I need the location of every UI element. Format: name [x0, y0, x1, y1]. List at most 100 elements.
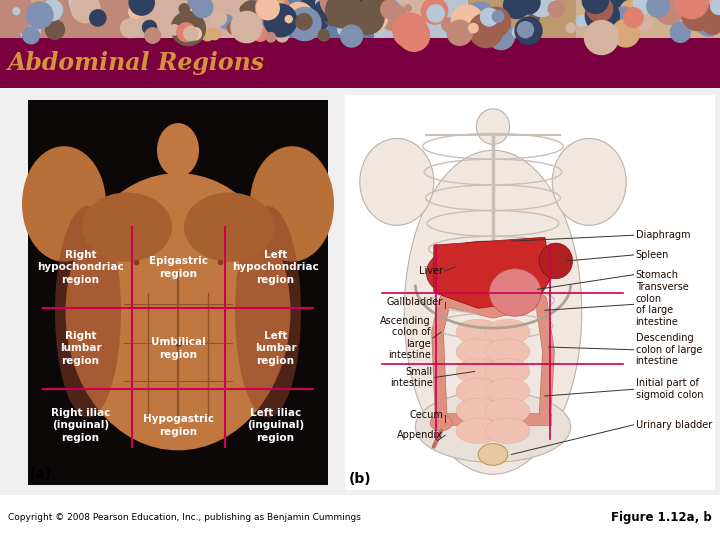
Circle shape: [338, 25, 348, 35]
Ellipse shape: [485, 339, 530, 364]
Circle shape: [240, 5, 249, 14]
Circle shape: [276, 30, 289, 42]
Circle shape: [516, 0, 540, 14]
Circle shape: [421, 0, 448, 24]
Ellipse shape: [485, 398, 530, 424]
Circle shape: [228, 22, 239, 34]
Circle shape: [316, 0, 346, 19]
Bar: [0, 495, 720, 540]
Text: Abdominal Regions: Abdominal Regions: [8, 51, 265, 75]
Ellipse shape: [157, 123, 199, 177]
Bar: [0, 38, 720, 88]
Circle shape: [616, 4, 634, 22]
Ellipse shape: [539, 243, 572, 279]
Circle shape: [314, 0, 336, 21]
Circle shape: [171, 11, 205, 46]
Ellipse shape: [552, 138, 626, 225]
Circle shape: [184, 0, 208, 22]
Text: Ascending
colon of
large
intestine: Ascending colon of large intestine: [380, 315, 431, 360]
Circle shape: [469, 14, 503, 48]
Circle shape: [143, 21, 156, 35]
Text: Left
hypochondriac
region: Left hypochondriac region: [232, 250, 319, 285]
Bar: [252, 0, 374, 38]
Text: Stomach: Stomach: [636, 269, 679, 280]
Ellipse shape: [360, 138, 433, 225]
Text: Gallbladder: Gallbladder: [387, 298, 443, 307]
Circle shape: [90, 10, 106, 26]
Ellipse shape: [404, 150, 582, 474]
Circle shape: [399, 0, 428, 21]
Ellipse shape: [66, 173, 290, 450]
Circle shape: [256, 0, 289, 25]
Circle shape: [323, 4, 344, 25]
Text: Descending
colon of large
intestine: Descending colon of large intestine: [636, 333, 702, 366]
Circle shape: [326, 0, 347, 18]
Circle shape: [636, 15, 652, 31]
Circle shape: [347, 8, 367, 28]
Circle shape: [405, 5, 411, 11]
Circle shape: [169, 25, 179, 35]
Circle shape: [548, 1, 564, 17]
Circle shape: [598, 0, 628, 22]
Circle shape: [492, 11, 504, 22]
Circle shape: [184, 26, 198, 40]
Circle shape: [655, 0, 683, 24]
Ellipse shape: [430, 415, 452, 431]
Circle shape: [670, 22, 690, 42]
Circle shape: [702, 14, 720, 35]
Circle shape: [469, 24, 478, 33]
Circle shape: [403, 2, 433, 32]
Text: Hypogastric
region: Hypogastric region: [143, 414, 214, 436]
Circle shape: [274, 0, 284, 5]
Circle shape: [513, 26, 523, 38]
Circle shape: [356, 1, 388, 32]
Bar: [345, 95, 715, 490]
Circle shape: [682, 0, 713, 31]
Circle shape: [120, 19, 139, 37]
Circle shape: [647, 0, 669, 17]
Circle shape: [621, 1, 641, 21]
Ellipse shape: [456, 418, 500, 443]
Ellipse shape: [485, 319, 530, 345]
Circle shape: [288, 8, 321, 40]
Text: Right
hypochondriac
region: Right hypochondriac region: [37, 250, 124, 285]
Circle shape: [32, 0, 43, 6]
Circle shape: [482, 7, 510, 36]
Ellipse shape: [82, 192, 172, 262]
Circle shape: [211, 11, 227, 26]
Circle shape: [696, 5, 708, 16]
Text: Umbilical
region: Umbilical region: [150, 337, 205, 360]
Text: Small
intestine: Small intestine: [390, 367, 433, 388]
Ellipse shape: [477, 109, 510, 144]
Circle shape: [442, 18, 456, 32]
Polygon shape: [433, 237, 552, 308]
Circle shape: [466, 2, 495, 31]
Bar: [130, 0, 252, 38]
Circle shape: [45, 20, 65, 39]
Ellipse shape: [250, 146, 334, 262]
Circle shape: [711, 0, 720, 15]
Circle shape: [219, 15, 233, 29]
Ellipse shape: [456, 319, 500, 345]
Text: Initial part of
sigmoid colon: Initial part of sigmoid colon: [636, 379, 703, 400]
Circle shape: [585, 21, 618, 55]
Circle shape: [566, 23, 575, 32]
Circle shape: [266, 32, 276, 42]
Ellipse shape: [426, 241, 545, 305]
Ellipse shape: [456, 398, 500, 424]
Bar: [28, 100, 328, 485]
Circle shape: [711, 6, 718, 12]
Bar: [576, 0, 720, 38]
Ellipse shape: [490, 269, 541, 316]
Circle shape: [480, 8, 498, 26]
Circle shape: [393, 14, 428, 48]
Circle shape: [576, 16, 587, 26]
Circle shape: [518, 22, 534, 38]
Circle shape: [241, 1, 261, 20]
Circle shape: [129, 5, 142, 18]
Circle shape: [503, 0, 529, 18]
Ellipse shape: [55, 206, 121, 417]
Circle shape: [318, 30, 330, 41]
Circle shape: [284, 2, 313, 32]
Circle shape: [447, 20, 472, 45]
